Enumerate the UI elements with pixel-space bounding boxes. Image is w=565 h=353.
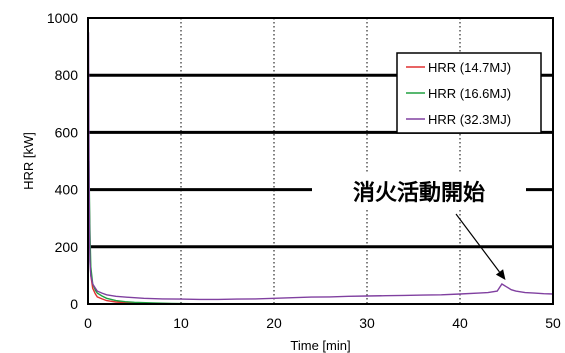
legend-label-3: HRR (32.3MJ)	[428, 112, 511, 127]
legend: HRR (14.7MJ) HRR (16.6MJ) HRR (32.3MJ)	[396, 52, 542, 134]
x-tick-label: 20	[266, 315, 282, 331]
y-tick-label: 1000	[47, 10, 78, 26]
series-line-1	[87, 183, 209, 305]
y-tick-label: 600	[55, 124, 79, 140]
x-tick-labels: 0 10 20 30 40 50	[84, 315, 561, 331]
y-tick-label: 0	[70, 296, 78, 312]
x-tick-label: 0	[84, 315, 92, 331]
x-tick-label: 40	[452, 315, 468, 331]
annotation-text: 消火活動開始	[353, 180, 485, 206]
x-tick-label: 30	[359, 315, 375, 331]
series-line-3	[87, 32, 554, 301]
legend-label-1: HRR (14.7MJ)	[428, 60, 511, 75]
plot-frame	[87, 17, 554, 305]
annotation-background	[312, 174, 526, 208]
x-tick-label: 50	[545, 315, 561, 331]
annotation: 消火活動開始	[312, 174, 526, 280]
y-tick-labels: 0 200 400 600 800 1000	[47, 10, 78, 312]
y-tick-label: 800	[55, 67, 79, 83]
y-tick-label: 400	[55, 182, 79, 198]
x-axis-label: Time [min]	[290, 338, 350, 353]
series-line-2	[87, 160, 209, 305]
x-tick-label: 10	[173, 315, 189, 331]
legend-label-2: HRR (16.6MJ)	[428, 86, 511, 101]
y-axis-label: HRR [kW]	[21, 132, 36, 190]
annotation-arrow-line	[455, 213, 500, 273]
annotation-arrow-head	[495, 269, 506, 280]
y-tick-label: 200	[55, 239, 79, 255]
